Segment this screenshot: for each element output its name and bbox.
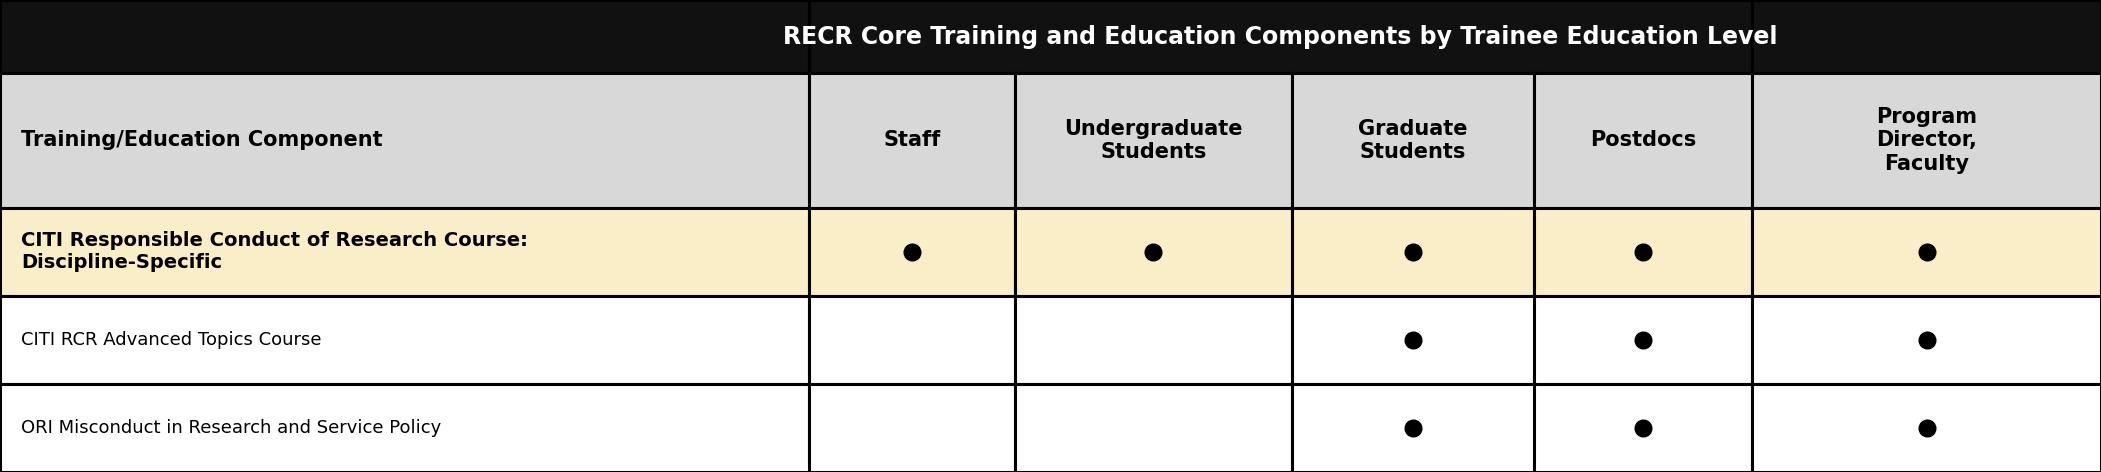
Bar <box>1534 73 1752 208</box>
Bar <box>1292 73 1534 208</box>
Text: Training/Education Component: Training/Education Component <box>21 130 382 151</box>
Bar <box>1752 296 2101 384</box>
Text: Staff: Staff <box>882 130 941 151</box>
Text: CITI RCR Advanced Topics Course: CITI RCR Advanced Topics Course <box>21 331 321 349</box>
Text: Graduate
Students: Graduate Students <box>1357 119 1469 162</box>
Bar <box>1015 208 1292 296</box>
Bar <box>0 208 809 296</box>
Bar <box>809 73 1015 208</box>
Bar <box>0 73 809 208</box>
Text: CITI Responsible Conduct of Research Course:
Discipline-Specific: CITI Responsible Conduct of Research Cou… <box>21 231 527 272</box>
Text: Undergraduate
Students: Undergraduate Students <box>1065 119 1242 162</box>
Bar <box>0 384 809 472</box>
Bar <box>1752 0 2101 73</box>
Bar <box>1534 296 1752 384</box>
Bar <box>1292 296 1534 384</box>
Bar <box>1534 208 1752 296</box>
Bar <box>1292 384 1534 472</box>
Bar <box>1752 208 2101 296</box>
Bar <box>0 0 809 73</box>
Text: Program
Director,
Faculty: Program Director, Faculty <box>1876 107 1977 174</box>
Bar <box>1534 384 1752 472</box>
Bar <box>1752 384 2101 472</box>
Text: ORI Misconduct in Research and Service Policy: ORI Misconduct in Research and Service P… <box>21 419 441 438</box>
Bar <box>1015 73 1292 208</box>
Bar <box>809 296 1015 384</box>
Bar <box>1292 208 1534 296</box>
Bar <box>1015 296 1292 384</box>
Text: Postdocs: Postdocs <box>1590 130 1696 151</box>
Bar <box>1015 384 1292 472</box>
Text: RECR Core Training and Education Components by Trainee Education Level: RECR Core Training and Education Compone… <box>784 25 1777 49</box>
Bar <box>809 208 1015 296</box>
Bar <box>1752 73 2101 208</box>
Bar <box>809 0 1752 73</box>
Bar <box>0 296 809 384</box>
Bar <box>809 384 1015 472</box>
